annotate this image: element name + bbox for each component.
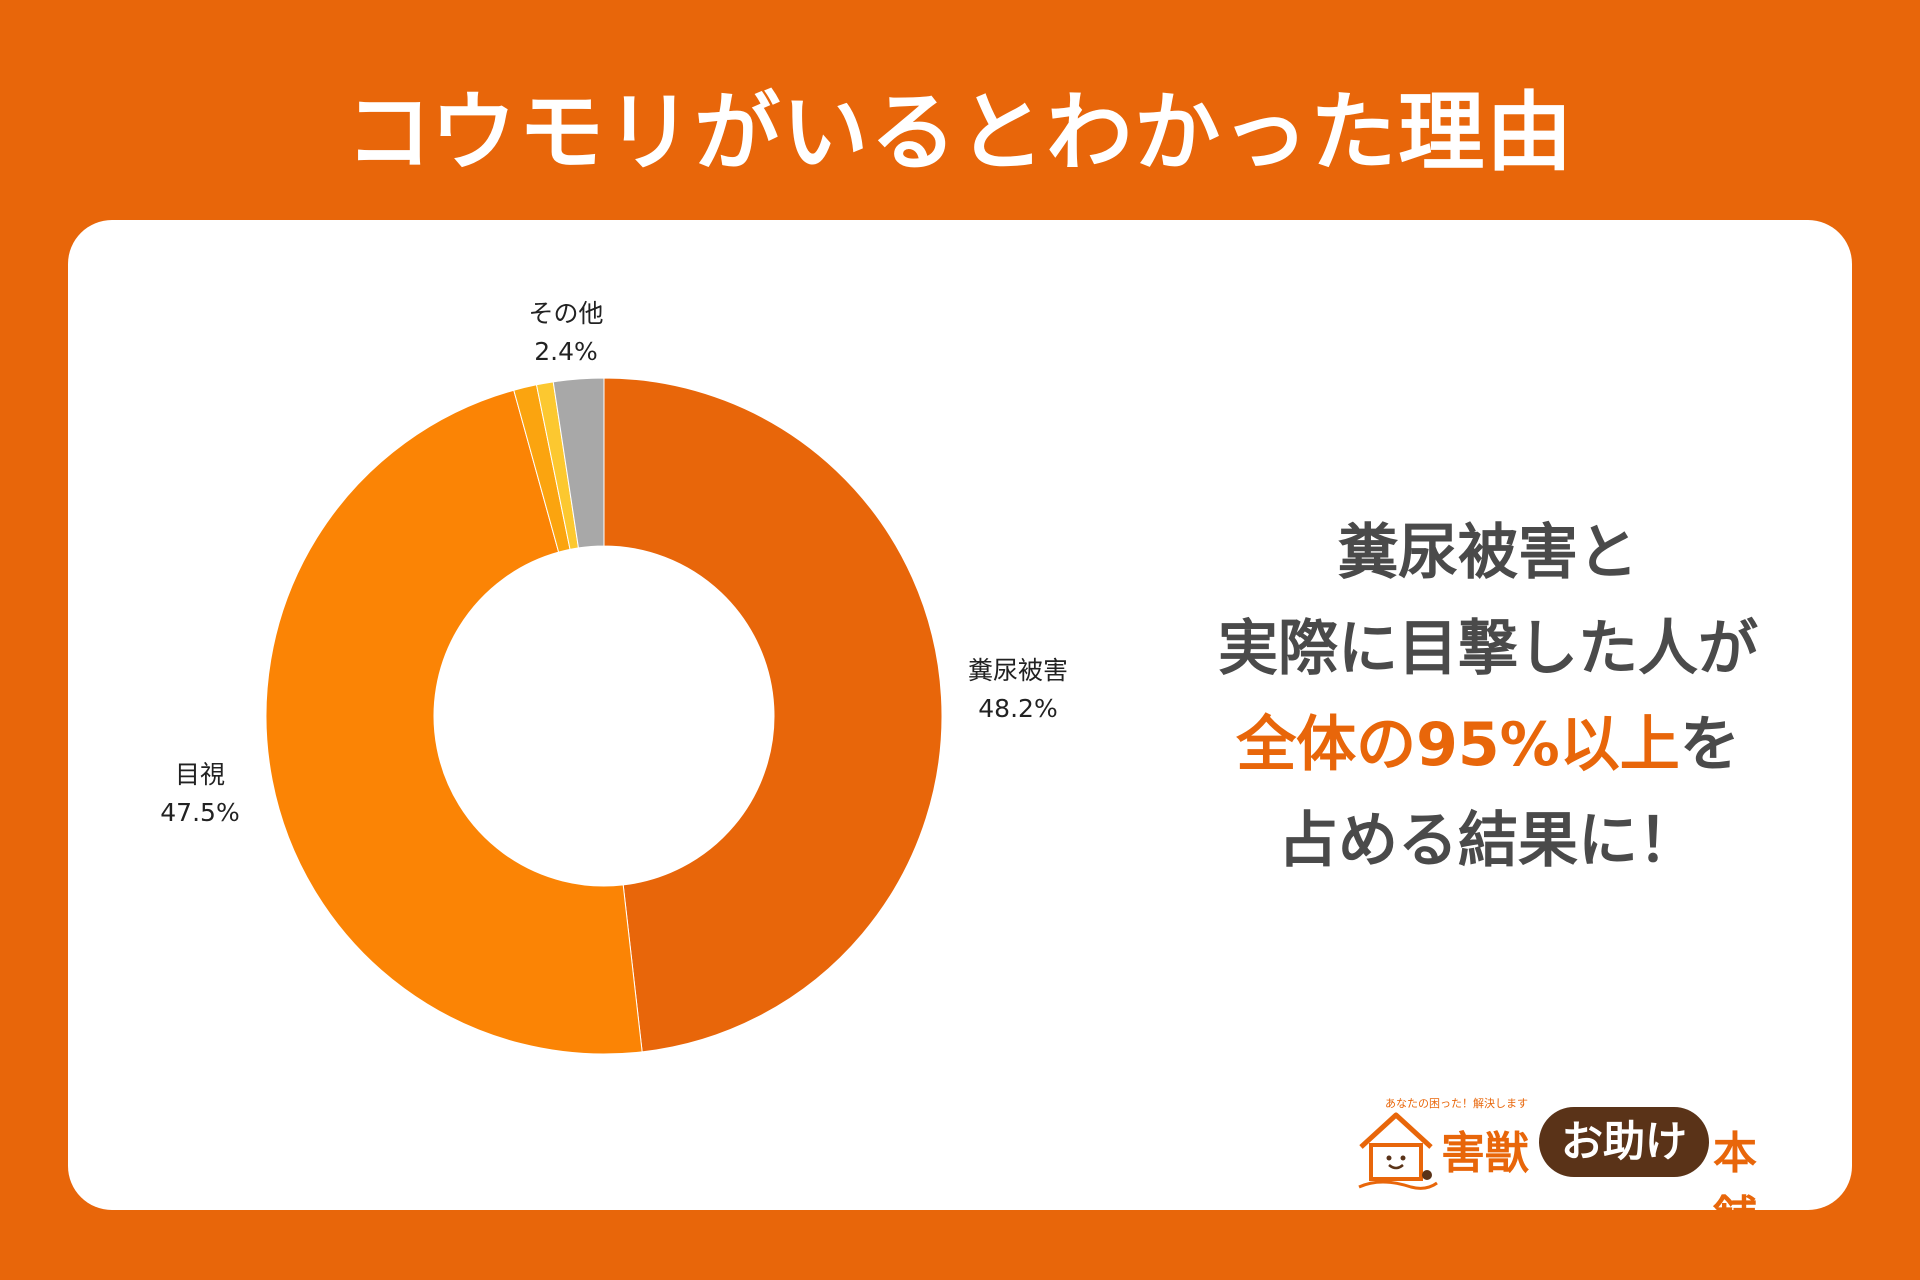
headline-line3: 全体の95%以上を: [1143, 697, 1833, 793]
logo-pill-otasuke: お助け: [1539, 1107, 1709, 1177]
label-sonota-value: 2.4%: [534, 337, 598, 366]
label-mokushi-name: 目視: [174, 760, 225, 789]
label-funnyo: 糞尿被害 48.2%: [948, 652, 1088, 728]
slice-mokushi: [265, 389, 643, 1055]
label-mokushi-value: 47.5%: [160, 798, 240, 827]
slice-sonota: [552, 377, 605, 549]
slice-funnyo: [603, 377, 943, 1053]
headline-accent: 全体の95%以上: [1236, 710, 1680, 780]
logo-text-gaijuu: 害獣: [1441, 1128, 1529, 1179]
logo-tagline: あなたの困った！解決します: [1385, 1097, 1528, 1110]
label-sonota-name: その他: [528, 299, 604, 328]
headline-line4: 占める結果に！: [1278, 806, 1698, 876]
house-mascot-icon: [1358, 1112, 1438, 1190]
headline-line3-rest: を: [1679, 710, 1740, 780]
donut-chart: [265, 377, 943, 1055]
label-sonota: その他 2.4%: [506, 295, 626, 371]
headline: 糞尿被害と 実際に目撃した人が 全体の95%以上を 占める結果に！: [1143, 505, 1833, 889]
headline-line1: 糞尿被害と: [1338, 518, 1638, 588]
label-funnyo-value: 48.2%: [978, 694, 1058, 723]
brand-logo: あなたの困った！解決します 害獣 お助け 本舗: [1351, 1095, 1791, 1243]
label-funnyo-name: 糞尿被害: [967, 656, 1068, 685]
headline-line2: 実際に目撃した人が: [1218, 614, 1758, 684]
logo-text-honpo: 本舗: [1713, 1128, 1757, 1243]
page-title: コウモリがいるとわかった理由: [345, 83, 1575, 183]
chart-card: 糞尿被害 48.2% 目視 47.5% その他 2.4% 糞尿被害と 実際に目撃…: [68, 220, 1852, 1243]
label-mokushi: 目視 47.5%: [150, 756, 250, 832]
